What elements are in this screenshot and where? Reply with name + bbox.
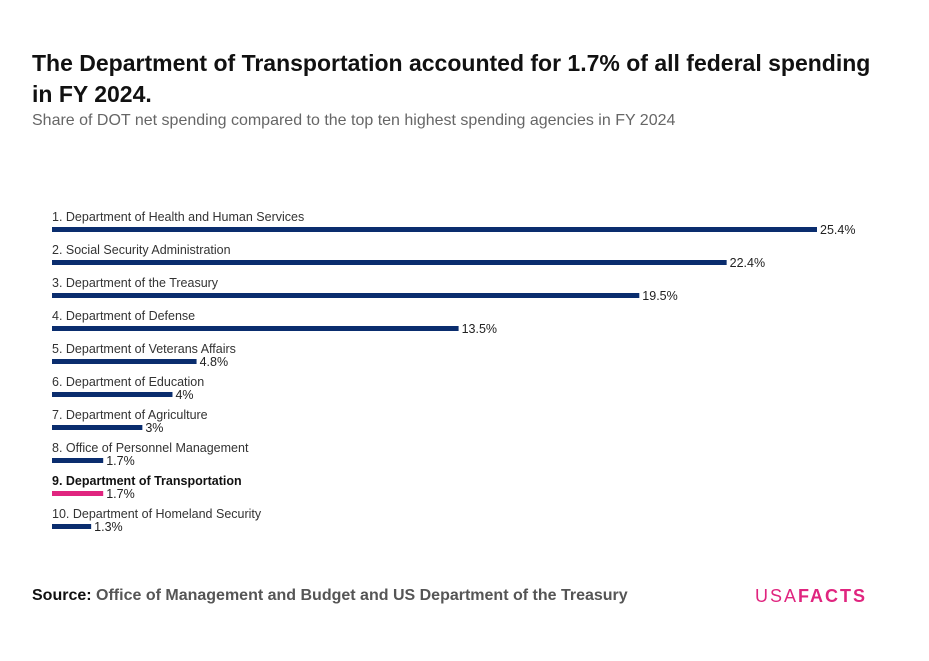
bar bbox=[52, 227, 817, 232]
category-label: 1. Department of Health and Human Servic… bbox=[52, 210, 304, 224]
value-label: 4.8% bbox=[200, 355, 229, 369]
category-label: 4. Department of Defense bbox=[52, 309, 195, 323]
value-label: 3% bbox=[145, 421, 163, 435]
value-label: 13.5% bbox=[462, 322, 497, 336]
bar-chart: 1. Department of Health and Human Servic… bbox=[52, 210, 855, 534]
bar bbox=[52, 260, 727, 265]
bar bbox=[52, 293, 640, 298]
source-line: Source: Office of Management and Budget … bbox=[32, 587, 628, 605]
logo-facts: FACTS bbox=[798, 586, 868, 606]
bar bbox=[52, 392, 173, 397]
bar bbox=[52, 458, 104, 463]
source-label: Source: bbox=[32, 587, 92, 604]
logo-usa: USA bbox=[755, 586, 799, 606]
bar bbox=[52, 326, 459, 331]
category-label: 3. Department of the Treasury bbox=[52, 276, 219, 290]
bar bbox=[52, 425, 143, 430]
value-label: 22.4% bbox=[730, 256, 765, 270]
value-label: 4% bbox=[175, 388, 193, 402]
usafacts-logo: USAFACTS bbox=[755, 586, 867, 607]
value-label: 1.7% bbox=[106, 487, 135, 501]
value-label: 19.5% bbox=[642, 289, 677, 303]
category-label: 9. Department of Transportation bbox=[52, 474, 242, 488]
source-text: Office of Management and Budget and US D… bbox=[96, 587, 628, 604]
bar bbox=[52, 359, 197, 364]
category-label: 10. Department of Homeland Security bbox=[52, 507, 262, 521]
chart-title: The Department of Transportation account… bbox=[32, 50, 871, 107]
value-label: 1.7% bbox=[106, 454, 135, 468]
category-label: 8. Office of Personnel Management bbox=[52, 441, 249, 455]
value-label: 1.3% bbox=[94, 520, 123, 534]
bar bbox=[52, 491, 104, 496]
chart-subtitle: Share of DOT net spending compared to th… bbox=[32, 112, 676, 129]
value-label: 25.4% bbox=[820, 223, 855, 237]
category-label: 6. Department of Education bbox=[52, 375, 204, 389]
category-label: 5. Department of Veterans Affairs bbox=[52, 342, 236, 356]
bar bbox=[52, 524, 92, 529]
category-label: 2. Social Security Administration bbox=[52, 243, 231, 257]
category-label: 7. Department of Agriculture bbox=[52, 408, 208, 422]
